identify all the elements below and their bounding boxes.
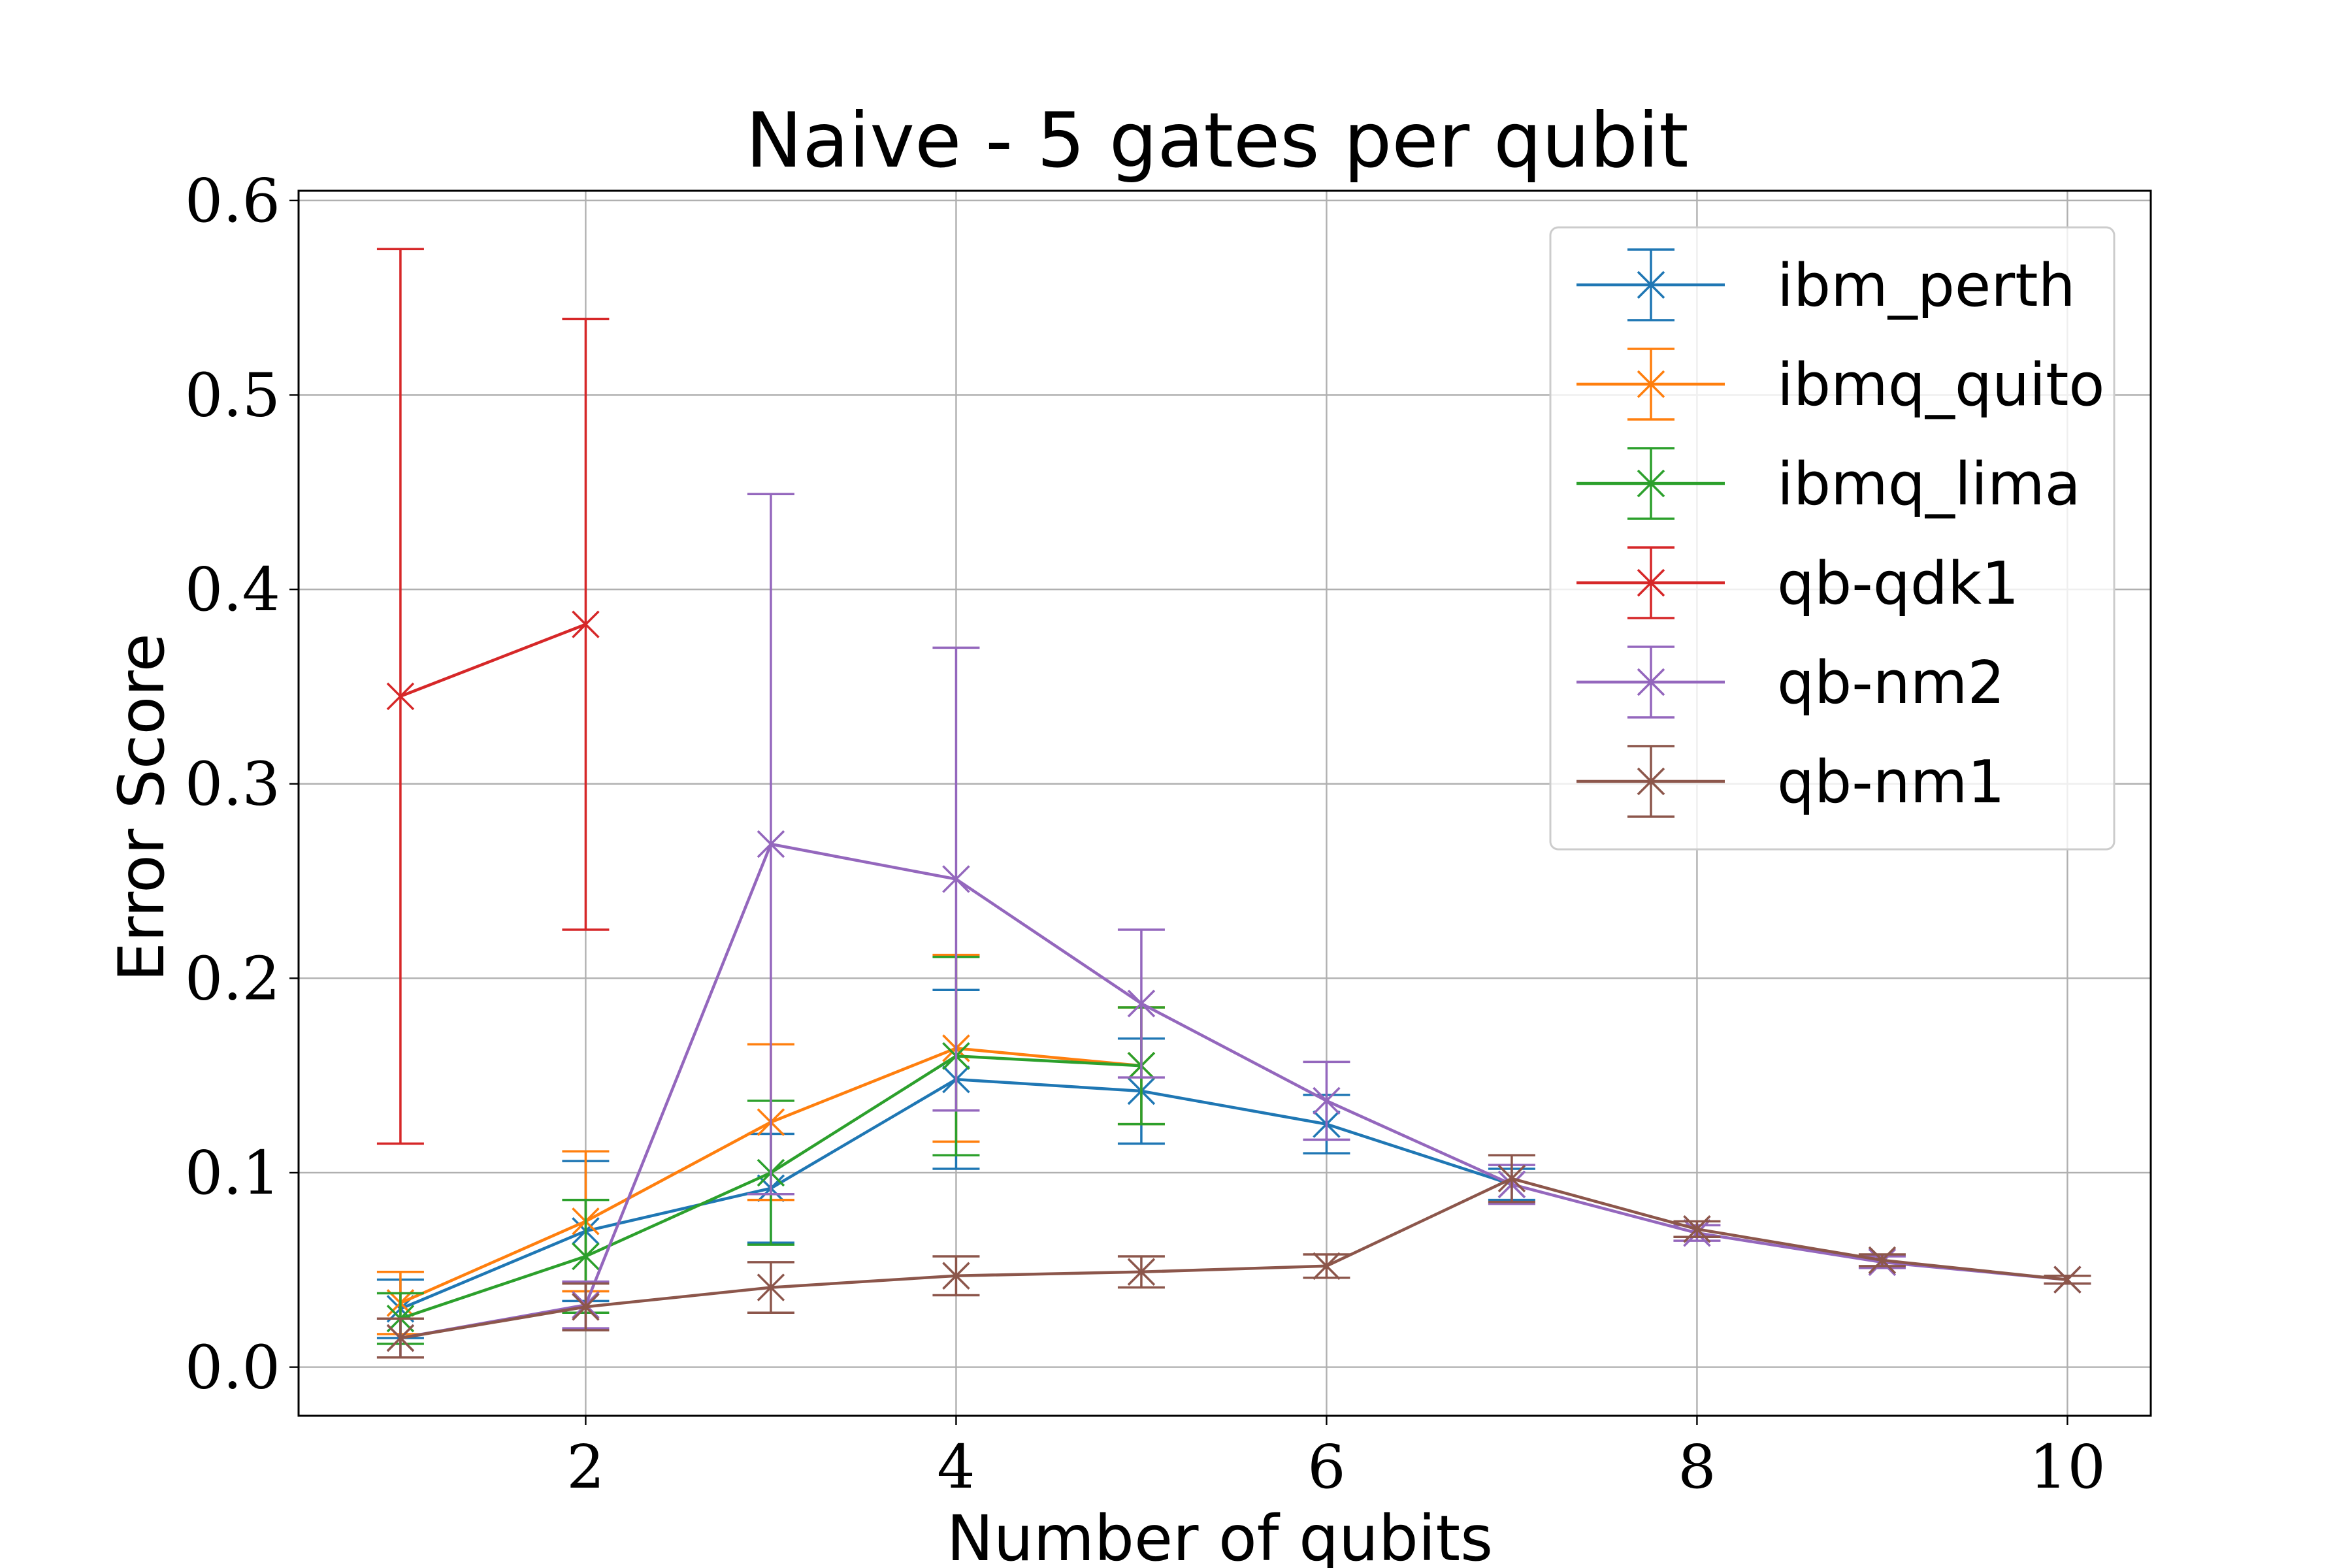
x-marker-stroke <box>1127 989 1156 1018</box>
legend-label: ibmq_lima <box>1777 450 2081 519</box>
series-line <box>400 623 587 698</box>
x-marker-stroke <box>386 1324 415 1352</box>
data-point <box>942 1262 970 1290</box>
legend-marker <box>1637 469 1665 498</box>
legend-entry-qb-qdk1: qb-qdk1 <box>1576 546 2019 619</box>
x-marker-stroke <box>1313 1086 1341 1115</box>
x-marker-stroke <box>757 830 785 858</box>
y-tick-label: 0.4 <box>185 555 280 625</box>
legend: ibm_perth ibmq_quito ibmq_lima qb-qdk1 qb-nm… <box>1549 226 2115 851</box>
legend-marker <box>1637 568 1665 597</box>
data-point <box>1497 1164 1526 1193</box>
legend-entry-ibmq_quito: ibmq_quito <box>1576 348 2104 421</box>
data-point <box>572 1242 600 1271</box>
x-axis-ticks: 2 4 6 8 10 <box>566 1416 2106 1502</box>
y-tick-label: 0.2 <box>185 943 280 1013</box>
plot-series <box>376 248 2091 1359</box>
legend-label: ibm_perth <box>1777 252 2076 320</box>
y-tick-label: 0.6 <box>185 166 280 236</box>
data-point <box>572 1293 600 1321</box>
x-marker-stroke <box>386 682 415 711</box>
data-point <box>1127 989 1156 1018</box>
legend-entry-qb-nm1: qb-nm1 <box>1576 745 2005 818</box>
x-tick-label: 6 <box>1307 1432 1346 1502</box>
y-tick-label: 0.0 <box>185 1333 280 1403</box>
data-point <box>942 865 970 893</box>
series-qb-nm1 <box>376 1154 2091 1359</box>
y-tick-label: 0.1 <box>185 1138 280 1208</box>
x-tick-label: 2 <box>566 1432 605 1502</box>
legend-label: ibmq_quito <box>1777 351 2104 419</box>
legend-marker <box>1637 370 1665 399</box>
data-point <box>757 1273 785 1301</box>
x-marker-stroke <box>1313 1252 1341 1281</box>
data-point <box>1868 1246 1897 1275</box>
data-point <box>757 830 785 858</box>
data-point <box>386 682 415 711</box>
series-line <box>400 842 2068 1340</box>
x-marker-stroke <box>1683 1215 1711 1243</box>
data-point <box>572 610 600 638</box>
data-point <box>2053 1266 2082 1294</box>
x-tick-label: 10 <box>2029 1432 2106 1502</box>
data-point <box>1683 1215 1711 1243</box>
x-axis-label: Number of qubits <box>947 1502 1493 1568</box>
y-axis-ticks: 0.0 0.1 0.2 0.3 0.4 0.5 0.6 <box>185 166 299 1403</box>
x-marker-stroke <box>572 1242 600 1271</box>
x-marker-stroke <box>572 1293 600 1321</box>
x-marker-stroke <box>1127 1258 1156 1286</box>
x-marker-stroke <box>757 1273 785 1301</box>
legend-marker <box>1637 767 1665 796</box>
x-marker-stroke <box>942 865 970 893</box>
chart-title: Naive - 5 gates per qubit <box>745 97 1688 185</box>
x-marker-stroke <box>942 1262 970 1290</box>
legend-entry-ibmq_lima: ibmq_lima <box>1576 447 2081 520</box>
x-marker-stroke <box>572 610 600 638</box>
legend-entry-ibm_perth: ibm_perth <box>1576 248 2076 321</box>
legend-entry-qb-nm2: qb-nm2 <box>1576 645 2005 719</box>
legend-marker <box>1637 270 1665 299</box>
data-point <box>1313 1086 1341 1115</box>
plot-frame <box>297 189 2152 1417</box>
x-marker-stroke <box>2053 1266 2082 1294</box>
x-marker-stroke <box>1497 1164 1526 1193</box>
y-axis-label: Error Score <box>105 633 178 981</box>
x-tick-label: 8 <box>1678 1432 1716 1502</box>
series-line <box>400 1177 2068 1340</box>
y-tick-label: 0.3 <box>185 749 280 819</box>
legend-label: qb-nm1 <box>1777 748 2005 817</box>
x-marker-stroke <box>1868 1246 1897 1275</box>
legend-label: qb-qdk1 <box>1777 549 2019 618</box>
data-point <box>1313 1252 1341 1281</box>
y-tick-label: 0.5 <box>185 361 280 431</box>
series-qb-qdk1 <box>376 248 610 1145</box>
data-point <box>1127 1258 1156 1286</box>
legend-label: qb-nm2 <box>1777 649 2005 717</box>
data-point <box>386 1324 415 1352</box>
x-tick-label: 4 <box>937 1432 975 1502</box>
legend-marker <box>1637 668 1665 696</box>
